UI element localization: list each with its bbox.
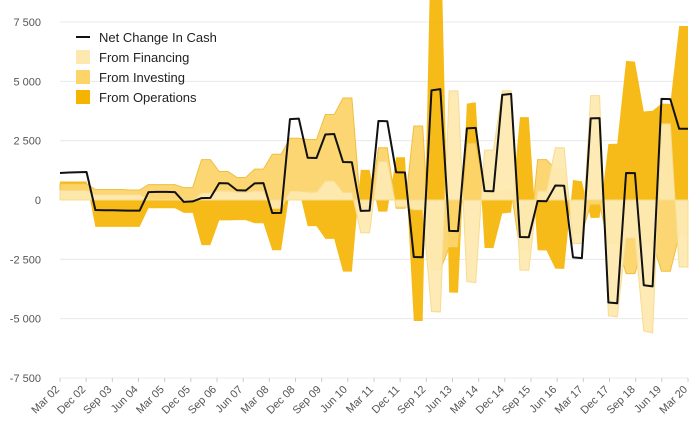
y-tick-label: -7 500 xyxy=(10,373,41,385)
x-tick-label: Sep 18 xyxy=(605,384,638,417)
net-change-line xyxy=(59,88,688,305)
legend: Net Change In Cash From Financing From I… xyxy=(76,27,217,107)
legend-line-swatch xyxy=(76,36,90,38)
x-tick-label: Sep 06 xyxy=(186,384,219,417)
area-from-financing xyxy=(59,90,689,334)
net-change-series xyxy=(59,88,688,305)
legend-item-investing[interactable]: From Investing xyxy=(76,67,217,87)
legend-swatch-operations xyxy=(76,90,90,104)
y-tick-label: 7 500 xyxy=(13,17,41,29)
legend-label: From Operations xyxy=(99,89,197,105)
y-tick-label: -5 000 xyxy=(10,314,41,326)
legend-label: From Investing xyxy=(99,69,185,85)
x-tick-label: Dec 05 xyxy=(160,384,193,417)
x-tick-label: Sep 03 xyxy=(81,384,114,417)
x-tick-label: Mar 11 xyxy=(344,384,376,416)
x-tick-label: Sep 09 xyxy=(291,384,324,417)
x-tick-label: Sep 15 xyxy=(500,384,533,417)
x-tick-label: Dec 08 xyxy=(264,384,297,417)
y-tick-label: -2 500 xyxy=(10,254,41,266)
legend-label: Net Change In Cash xyxy=(99,29,217,45)
x-tick-label: Dec 17 xyxy=(578,384,611,417)
legend-label: From Financing xyxy=(99,49,190,65)
area-series xyxy=(59,0,689,334)
y-tick-label: 5 000 xyxy=(13,76,41,88)
y-tick-label: 2 500 xyxy=(13,136,41,148)
y-tick-label: 0 xyxy=(35,195,41,207)
y-axis: -7 500 -5 000 -2 500 0 2 500 5 000 7 500 xyxy=(10,17,41,385)
x-tick-label: Sep 12 xyxy=(395,384,428,417)
x-tick-label: Dec 14 xyxy=(474,384,507,417)
area-from-investing xyxy=(59,97,689,275)
x-tick-label: Mar 20 xyxy=(657,384,690,417)
x-tick-label: Dec 02 xyxy=(55,384,88,417)
legend-item-operations[interactable]: From Operations xyxy=(76,87,217,107)
x-tick-label: Jun 10 xyxy=(318,384,350,416)
legend-item-financing[interactable]: From Financing xyxy=(76,47,217,67)
legend-swatch-investing xyxy=(76,70,90,84)
legend-swatch-financing xyxy=(76,50,90,64)
legend-item-net-change[interactable]: Net Change In Cash xyxy=(76,27,217,47)
